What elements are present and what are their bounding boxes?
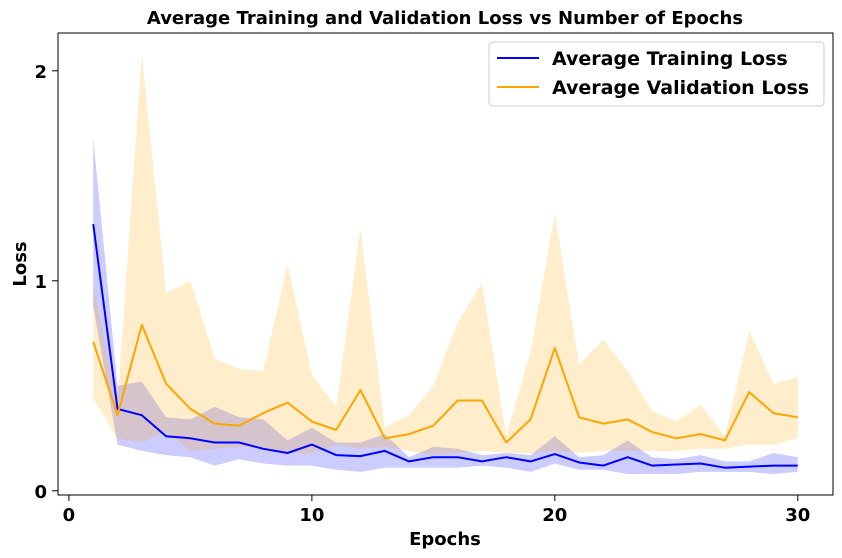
chart-title: Average Training and Validation Loss vs … — [147, 8, 743, 29]
series-lines — [92, 223, 798, 469]
legend-label-validation: Average Validation Loss — [552, 77, 809, 99]
x-axis-label: Epochs — [409, 529, 481, 550]
plot-area-frame — [57, 32, 834, 496]
x-tick-label: 30 — [785, 505, 810, 526]
confidence-bands — [93, 54, 798, 474]
training-loss-band — [93, 138, 798, 474]
y-tick-label: 1 — [34, 272, 47, 293]
legend-box — [488, 41, 825, 107]
y-tick-label: 2 — [34, 62, 47, 83]
validation-loss-band — [93, 54, 798, 456]
x-tick-label: 10 — [299, 505, 324, 526]
y-axis-label: Loss — [10, 241, 31, 286]
x-tick-label: 20 — [542, 505, 567, 526]
training-loss-line — [92, 223, 798, 469]
y-axis-ticks: 0 1 2 — [34, 62, 58, 503]
legend: Average Training Loss Average Validation… — [488, 41, 825, 107]
x-axis-ticks: 0 10 20 30 — [63, 495, 810, 526]
validation-loss-line — [92, 323, 798, 444]
legend-label-training: Average Training Loss — [552, 48, 788, 70]
y-tick-label: 0 — [34, 482, 47, 503]
x-tick-label: 0 — [63, 505, 76, 526]
